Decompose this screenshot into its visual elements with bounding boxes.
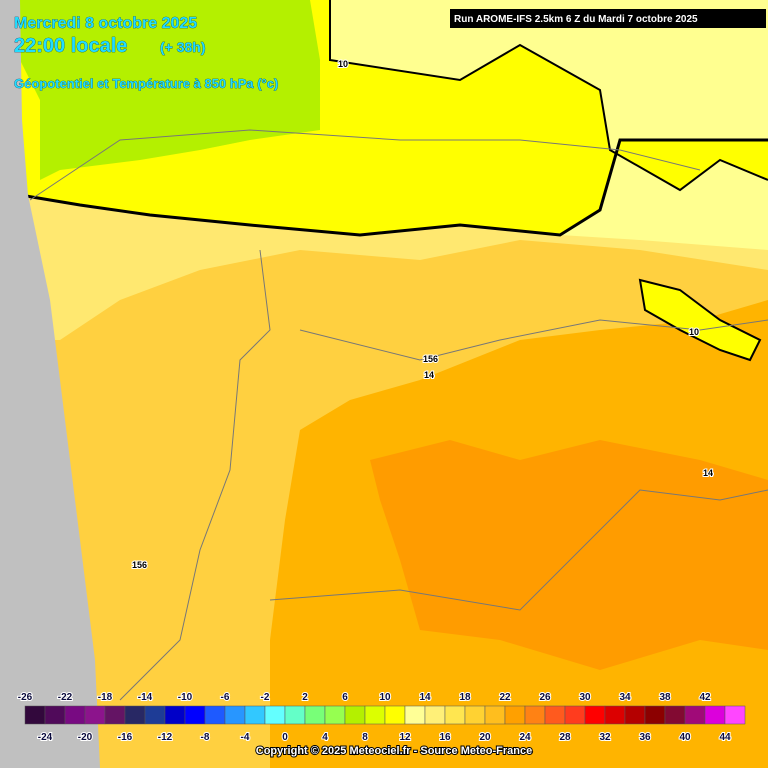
legend-label: 42	[699, 692, 711, 703]
legend-swatch	[184, 705, 206, 725]
legend-label: -16	[118, 732, 133, 743]
legend-swatch	[164, 705, 186, 725]
legend-label: 44	[719, 732, 731, 743]
legend-swatch	[384, 705, 406, 725]
legend-label: 16	[439, 732, 451, 743]
contour-label: 14	[424, 370, 434, 380]
legend-swatch	[704, 705, 726, 725]
legend-swatch	[124, 705, 146, 725]
field: Géopotentiel et Température à 850 hPa (°…	[14, 76, 278, 91]
legend-swatch	[304, 705, 326, 725]
legend-label: -26	[18, 692, 33, 703]
legend-swatch	[444, 705, 466, 725]
legend-swatch	[224, 705, 246, 725]
legend: -26-24-22-20-18-16-14-12-10-8-6-4-202468…	[17, 691, 746, 744]
legend-label: -8	[201, 732, 210, 743]
legend-swatch	[104, 705, 126, 725]
legend-label: 40	[679, 732, 691, 743]
legend-swatch	[564, 705, 586, 725]
contour-label: 156	[423, 354, 438, 364]
run: Run AROME-IFS 2.5km 6 Z du Mardi 7 octob…	[454, 14, 698, 25]
legend-label: 34	[619, 692, 631, 703]
legend-swatch	[24, 705, 46, 725]
legend-swatch	[244, 705, 266, 725]
legend-swatch	[684, 705, 706, 725]
legend-swatch	[544, 705, 566, 725]
legend-label: -4	[241, 732, 250, 743]
contour-line	[19, 138, 768, 237]
legend-label: -14	[138, 692, 153, 703]
legend-swatch	[724, 705, 746, 725]
legend-label: 18	[459, 692, 471, 703]
contour-line	[638, 278, 762, 362]
yellow-patch	[640, 280, 760, 360]
legend-label: -12	[158, 732, 173, 743]
legend-swatch	[644, 705, 666, 725]
legend-label: 32	[599, 732, 611, 743]
border	[269, 489, 768, 611]
legend-swatch	[664, 705, 686, 725]
legend-swatch	[624, 705, 646, 725]
legend-swatch	[484, 705, 506, 725]
legend-swatch	[524, 705, 546, 725]
legend-swatch	[44, 705, 66, 725]
legend-swatch	[404, 705, 426, 725]
legend-swatch	[324, 705, 346, 725]
legend-label: -2	[261, 692, 270, 703]
sea	[0, 0, 100, 768]
legend-label: 30	[579, 692, 591, 703]
legend-swatch	[344, 705, 366, 725]
legend-label: -20	[78, 732, 93, 743]
legend-label: 2	[302, 692, 308, 703]
contour-label: 14	[703, 468, 713, 478]
legend-swatch	[84, 705, 106, 725]
legend-swatch	[424, 705, 446, 725]
lead: (+ 38h)	[160, 39, 206, 55]
legend-label: -10	[178, 692, 193, 703]
legend-label: 20	[479, 732, 491, 743]
legend-label: -22	[58, 692, 73, 703]
legend-swatch	[64, 705, 86, 725]
legend-label: 26	[539, 692, 551, 703]
copyright: Copyright © 2025 Meteociel.fr - Source M…	[256, 745, 532, 757]
legend-label: 12	[399, 732, 411, 743]
legend-label: 38	[659, 692, 671, 703]
legend-label: 28	[559, 732, 571, 743]
warm-area	[370, 440, 768, 670]
date: Mercredi 8 octobre 2025	[14, 15, 197, 32]
run-box	[450, 9, 766, 28]
legend-label: 0	[282, 732, 288, 743]
legend-swatch	[264, 705, 286, 725]
contour-label: 10	[689, 327, 699, 337]
border	[299, 319, 768, 361]
legend-label: 14	[419, 692, 431, 703]
legend-label: -24	[38, 732, 53, 743]
contour-label: 156	[132, 560, 147, 570]
legend-swatch	[604, 705, 626, 725]
green-area	[0, 0, 320, 180]
legend-swatch	[204, 705, 226, 725]
legend-swatch	[144, 705, 166, 725]
legend-label: 22	[499, 692, 511, 703]
legend-swatch	[284, 705, 306, 725]
legend-swatch	[364, 705, 386, 725]
border	[29, 129, 701, 201]
legend-label: 6	[342, 692, 348, 703]
border	[119, 249, 271, 701]
legend-swatch	[504, 705, 526, 725]
legend-swatch	[584, 705, 606, 725]
legend-label: 24	[519, 732, 531, 743]
legend-label: -6	[221, 692, 230, 703]
legend-label: -18	[98, 692, 113, 703]
legend-label: 10	[379, 692, 391, 703]
legend-label: 8	[362, 732, 368, 743]
contour-line	[329, 0, 768, 192]
legend-label: 4	[322, 732, 328, 743]
legend-label: 36	[639, 732, 651, 743]
legend-swatch	[464, 705, 486, 725]
contour-label: 10	[338, 59, 348, 69]
time: 22:00 locale	[14, 35, 127, 57]
